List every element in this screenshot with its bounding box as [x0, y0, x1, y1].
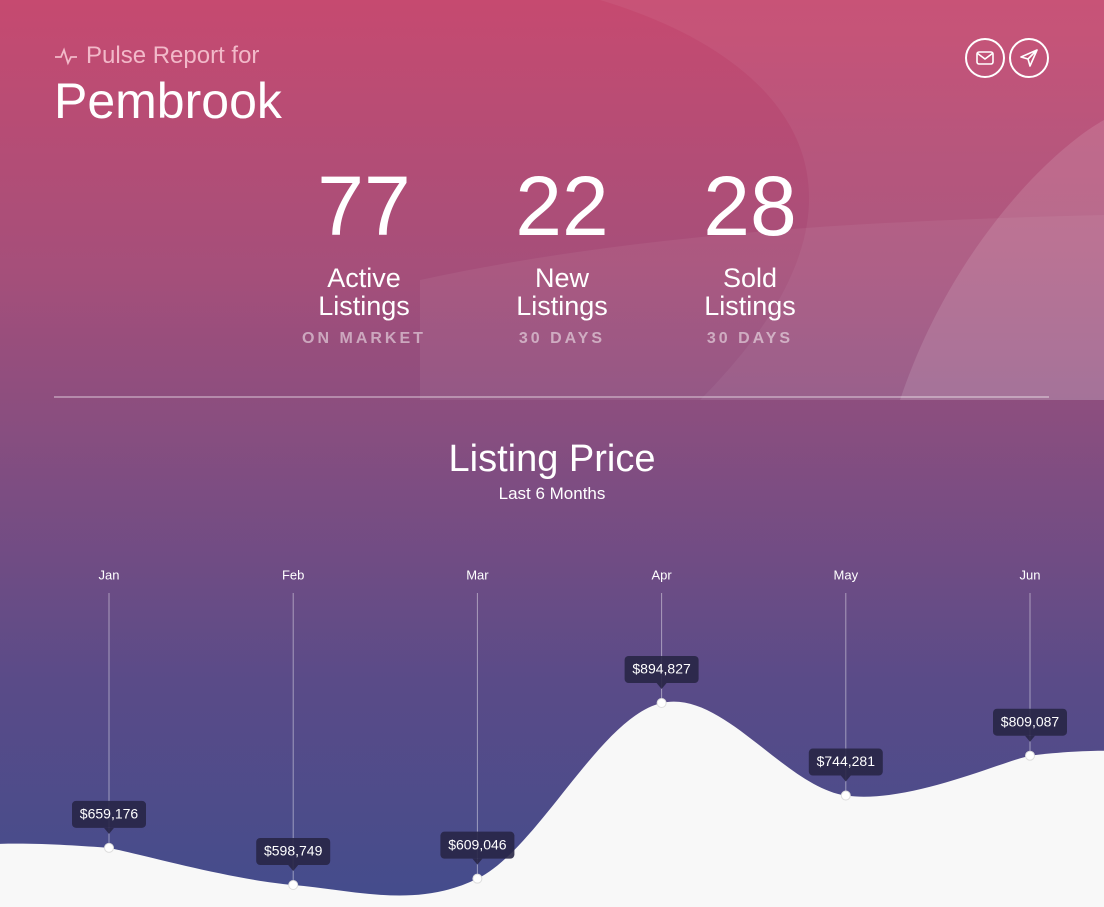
- stat-label: Active Listings: [318, 263, 410, 321]
- stat-period: 30 DAYS: [706, 330, 794, 347]
- point: [840, 790, 851, 801]
- point: [1025, 750, 1035, 761]
- label-box: [808, 748, 883, 776]
- value-label: $659,176: [72, 800, 146, 834]
- divider: [54, 396, 1049, 398]
- pulse-icon: [55, 47, 77, 66]
- stat-value: 77: [317, 159, 411, 253]
- x-tick-label: Jan: [99, 567, 120, 582]
- value-label: $809,087: [993, 708, 1067, 742]
- chart-title: Listing Price: [448, 438, 656, 480]
- value-label: $609,046: [440, 831, 515, 865]
- stat: 22 New Listings 30 DAYS: [472, 158, 652, 348]
- point: [104, 842, 114, 853]
- subtitle-text: Pulse Report for: [86, 42, 260, 69]
- area-edge: [1030, 750, 1104, 907]
- label-box: [256, 838, 331, 865]
- stat: 28 Sold Listings 30 DAYS: [660, 158, 840, 348]
- area-edge: [0, 843, 109, 907]
- value-label-text: $598,749: [264, 843, 323, 859]
- x-tick-label: Apr: [651, 567, 672, 582]
- label-box: [993, 708, 1067, 736]
- label-pointer: [104, 827, 114, 834]
- chart-subtitle: Last 6 Months: [498, 484, 606, 503]
- stat-period: 30 DAYS: [518, 330, 606, 347]
- value-label-text: $809,087: [1001, 713, 1060, 729]
- value-label: $894,827: [624, 656, 699, 689]
- value-label-text: $744,281: [817, 753, 876, 769]
- label-pointer: [840, 775, 851, 782]
- area: [109, 701, 1030, 907]
- stat-period: ON MARKET: [302, 330, 426, 347]
- label-pointer: [656, 683, 667, 689]
- stat-label: Sold Listings: [704, 263, 796, 321]
- value-label: $744,281: [808, 748, 883, 782]
- send-icon: [1020, 49, 1038, 67]
- x-tick-label: Feb: [282, 567, 304, 582]
- share-button[interactable]: [1009, 38, 1049, 78]
- stat: 77 Active Listings ON MARKET: [274, 158, 454, 348]
- report-subtitle: Pulse Report for: [54, 42, 259, 70]
- label-box: [72, 800, 146, 828]
- label-pointer: [1025, 735, 1035, 742]
- report-title: Pembrook: [54, 73, 282, 129]
- point: [656, 698, 667, 708]
- value-label-text: $894,827: [632, 661, 691, 677]
- point: [288, 880, 299, 890]
- email-button[interactable]: [965, 38, 1005, 78]
- stat-label: New Listings: [516, 263, 608, 321]
- x-tick-label: May: [834, 567, 859, 582]
- value-label-text: $609,046: [448, 836, 507, 852]
- value-label: $598,749: [256, 838, 331, 871]
- value-label-text: $659,176: [80, 806, 139, 822]
- label-box: [440, 831, 515, 859]
- mail-icon: [976, 51, 994, 65]
- label-box: [624, 656, 699, 683]
- stat-value: 28: [703, 159, 797, 253]
- x-tick-label: Jun: [1020, 567, 1041, 582]
- stat-value: 22: [515, 159, 609, 253]
- point: [472, 873, 483, 884]
- x-tick-label: Mar: [466, 567, 489, 582]
- label-pointer: [472, 858, 483, 865]
- label-pointer: [288, 865, 299, 871]
